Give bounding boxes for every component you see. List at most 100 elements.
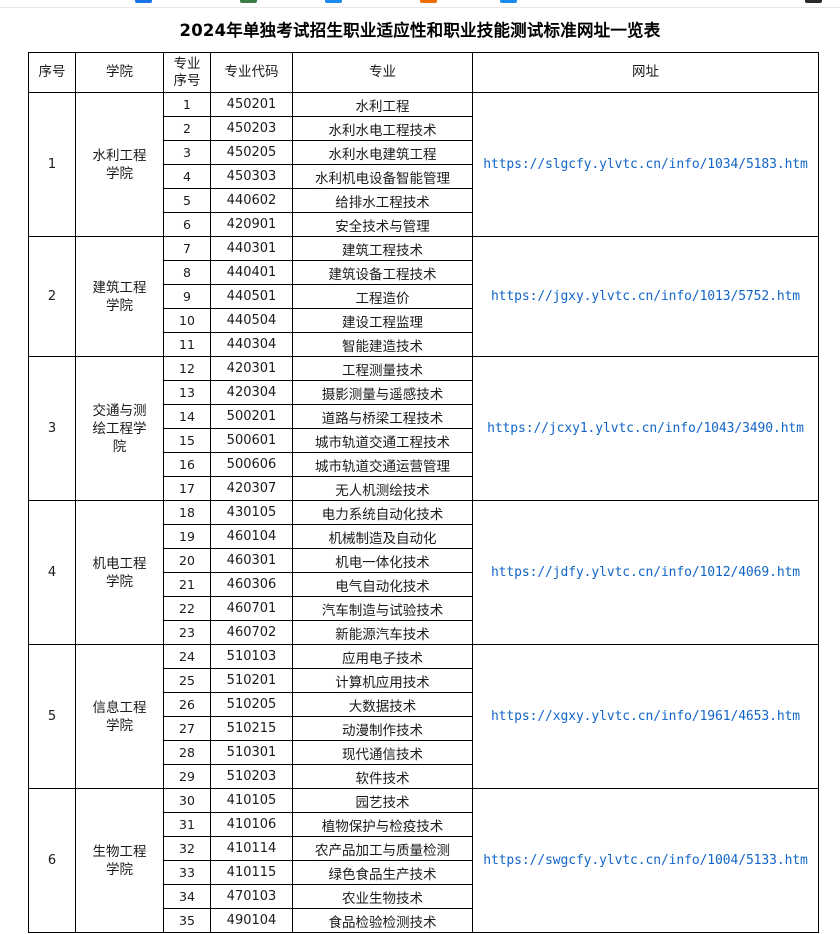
college-name-line-1: 信息工程	[92, 699, 147, 716]
cell-url: https://slgcfy.ylvtc.cn/info/1034/5183.h…	[472, 92, 819, 237]
browser-toolbar-strip	[0, 0, 840, 8]
cell-major-name: 工程造价	[292, 284, 473, 309]
cell-major-seq: 19	[163, 524, 211, 549]
table-row: 5 440602 给排水工程技术	[29, 188, 819, 213]
table-row: 10 440504 建设工程监理	[29, 308, 819, 333]
cell-major-name: 建设工程监理	[292, 308, 473, 333]
cell-major-name: 工程测量技术	[292, 356, 473, 381]
cell-major-name: 机电一体化技术	[292, 548, 473, 573]
cell-major-seq: 12	[163, 356, 211, 381]
college-name-line-1: 机电工程	[92, 555, 147, 572]
college-name-line-2: 学院	[106, 861, 133, 878]
cell-major-code: 450303	[210, 164, 293, 189]
cell-major-seq: 10	[163, 308, 211, 333]
header-row: 序号 学院 专业 序号 专业代码 专业 网址	[28, 52, 819, 93]
table-header: 序号 学院 专业 序号 专业代码 专业 网址	[28, 52, 819, 93]
url-link[interactable]: https://xgxy.ylvtc.cn/info/1961/4653.htm	[490, 709, 801, 724]
cell-major-name: 水利水电工程技术	[292, 116, 473, 141]
cell-major-code: 510215	[210, 716, 293, 741]
cell-major-code: 420304	[210, 380, 293, 405]
cell-major-code: 440602	[210, 188, 293, 213]
toolbar-icon-blue-2[interactable]	[325, 0, 342, 3]
cell-major-name: 大数据技术	[292, 692, 473, 717]
cell-major-code: 440401	[210, 260, 293, 285]
cell-group-seq: 1	[28, 92, 76, 237]
cell-major-seq: 31	[163, 812, 211, 837]
table-row: 22 460701 汽车制造与试验技术	[29, 596, 819, 621]
table-row: 3 450205 水利水电建筑工程	[29, 140, 819, 165]
column-header-major-seq: 专业 序号	[163, 52, 211, 93]
cell-major-code: 450203	[210, 116, 293, 141]
cell-major-name: 农产品加工与质量检测	[292, 836, 473, 861]
url-link[interactable]: https://jgxy.ylvtc.cn/info/1013/5752.htm	[490, 289, 801, 304]
cell-major-name: 无人机测绘技术	[292, 476, 473, 501]
cell-major-code: 460702	[210, 620, 293, 645]
toolbar-icon-green[interactable]	[240, 0, 257, 3]
url-link[interactable]: https://swgcfy.ylvtc.cn/info/1004/5133.h…	[483, 853, 808, 868]
cell-major-seq: 29	[163, 764, 211, 789]
cell-major-seq: 21	[163, 572, 211, 597]
cell-major-code: 440501	[210, 284, 293, 309]
url-link[interactable]: https://slgcfy.ylvtc.cn/info/1034/5183.h…	[483, 157, 808, 172]
toolbar-icon-blue-3[interactable]	[500, 0, 517, 3]
college-name-line-1: 生物工程	[92, 843, 147, 860]
cell-major-code: 460301	[210, 548, 293, 573]
cell-major-code: 510103	[210, 644, 293, 669]
cell-major-name: 电力系统自动化技术	[292, 500, 473, 525]
table-row: 29 510203 软件技术	[29, 764, 819, 789]
cell-college-name: 机电工程 学院	[75, 500, 164, 645]
cell-major-name: 水利机电设备智能管理	[292, 164, 473, 189]
url-link[interactable]: https://jdfy.ylvtc.cn/info/1012/4069.htm	[490, 565, 801, 580]
college-name-line-2: 学院	[106, 165, 133, 182]
cell-group-seq: 3	[28, 356, 76, 501]
cell-major-code: 440301	[210, 236, 293, 261]
cell-group-seq: 2	[28, 236, 76, 357]
college-name-line-1: 建筑工程	[92, 279, 147, 296]
table-row: 9 440501 工程造价	[29, 284, 819, 309]
cell-major-seq: 3	[163, 140, 211, 165]
cell-major-seq: 28	[163, 740, 211, 765]
cell-url: https://jdfy.ylvtc.cn/info/1012/4069.htm	[472, 500, 819, 645]
cell-major-code: 430105	[210, 500, 293, 525]
cell-major-code: 500606	[210, 452, 293, 477]
column-header-major: 专业	[292, 52, 473, 93]
table-row: 1 水利工程 学院 1 450201 水利工程 https://slgcfy.ylvtc.c…	[28, 92, 819, 237]
column-header-major-code: 专业代码	[210, 52, 293, 93]
toolbar-icon-orange[interactable]	[420, 0, 437, 3]
cell-major-seq: 20	[163, 548, 211, 573]
cell-major-name: 城市轨道交通工程技术	[292, 428, 473, 453]
table-row: 15 500601 城市轨道交通工程技术	[29, 428, 819, 453]
table-row: 23 460702 新能源汽车技术	[29, 620, 819, 645]
college-name-line-2: 学院	[106, 297, 133, 314]
cell-major-code: 410114	[210, 836, 293, 861]
cell-group-seq: 5	[28, 644, 76, 789]
cell-major-name: 水利水电建筑工程	[292, 140, 473, 165]
cell-major-seq: 7	[163, 236, 211, 261]
college-name-line-1: 水利工程	[92, 147, 147, 164]
table-container: 序号 学院 专业 序号 专业代码 专业 网址 1 水利工程 学院 1 450201 水利工…	[0, 52, 840, 933]
cell-major-code: 460306	[210, 572, 293, 597]
cell-major-code: 410115	[210, 860, 293, 885]
column-header-url: 网址	[472, 52, 819, 93]
column-header-major-seq-line2: 序号	[173, 72, 201, 89]
cell-major-code: 410105	[210, 788, 293, 813]
cell-major-code: 450201	[210, 92, 293, 117]
cell-major-seq: 17	[163, 476, 211, 501]
url-link[interactable]: https://jcxy1.ylvtc.cn/info/1043/3490.ht…	[487, 421, 804, 436]
cell-group-seq: 4	[28, 500, 76, 645]
cell-college-name: 信息工程 学院	[75, 644, 164, 789]
cell-major-name: 应用电子技术	[292, 644, 473, 669]
cell-major-name: 汽车制造与试验技术	[292, 596, 473, 621]
majors-url-table: 序号 学院 专业 序号 专业代码 专业 网址 1 水利工程 学院 1 450201 水利工…	[28, 52, 819, 933]
toolbar-icon-blue-1[interactable]	[135, 0, 152, 3]
table-row: 11 440304 智能建造技术	[29, 332, 819, 357]
cell-major-seq: 30	[163, 788, 211, 813]
table-row: 35 490104 食品检验检测技术	[29, 908, 819, 933]
cell-major-seq: 1	[163, 92, 211, 117]
toolbar-icon-dark[interactable]	[805, 0, 822, 3]
cell-major-seq: 24	[163, 644, 211, 669]
cell-college-name: 生物工程 学院	[75, 788, 164, 933]
table-row: 17 420307 无人机测绘技术	[29, 476, 819, 501]
table-row: 26 510205 大数据技术	[29, 692, 819, 717]
cell-major-name: 给排水工程技术	[292, 188, 473, 213]
